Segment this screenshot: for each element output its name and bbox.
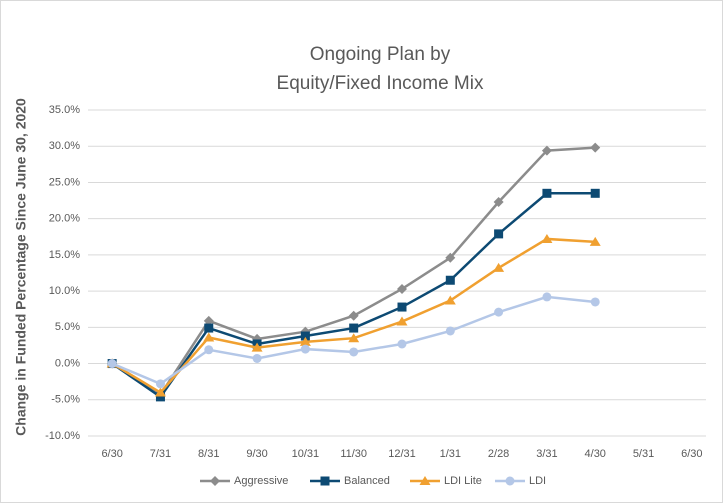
- x-tick-label: 10/31: [292, 448, 320, 460]
- data-point: [300, 344, 310, 354]
- legend-label: Aggressive: [234, 475, 288, 487]
- data-point: [493, 197, 504, 208]
- x-tick-label: 6/30: [101, 448, 122, 460]
- legend-marker: [505, 476, 515, 486]
- data-point: [348, 333, 360, 343]
- legend-label: Balanced: [344, 475, 390, 487]
- legend-marker: [210, 476, 220, 486]
- data-point: [204, 323, 214, 333]
- legend-marker: [320, 476, 330, 486]
- x-tick-label: 9/30: [246, 448, 267, 460]
- chart-title: Equity/Fixed Income Mix: [277, 73, 484, 94]
- data-point: [251, 342, 263, 352]
- chart-title: Ongoing Plan by: [310, 44, 451, 65]
- legend-label: LDI: [529, 475, 546, 487]
- y-tick-label: 20.0%: [49, 213, 80, 225]
- data-point: [542, 188, 552, 198]
- data-point: [252, 353, 262, 363]
- data-point: [203, 315, 214, 326]
- x-tick-label: 3/31: [536, 448, 557, 460]
- data-point: [155, 392, 165, 402]
- y-axis-label: Change in Funded Percentage Since June 3…: [13, 98, 29, 436]
- data-point: [155, 379, 165, 389]
- data-point: [445, 326, 455, 336]
- data-point: [494, 229, 504, 239]
- y-tick-label: 35.0%: [49, 104, 80, 116]
- x-tick-label: 8/31: [198, 448, 219, 460]
- x-tick-label: 6/30: [681, 448, 702, 460]
- y-tick-label: 15.0%: [49, 249, 80, 261]
- data-point: [107, 359, 117, 369]
- data-point: [589, 236, 601, 246]
- data-point: [542, 292, 552, 302]
- y-tick-label: 10.0%: [49, 285, 80, 297]
- y-tick-label: 30.0%: [49, 140, 80, 152]
- y-tick-label: -10.0%: [45, 430, 80, 442]
- data-point: [348, 310, 359, 321]
- data-point: [444, 295, 456, 305]
- data-point: [541, 145, 552, 156]
- data-point: [396, 316, 408, 326]
- data-point: [300, 331, 310, 341]
- data-point: [590, 297, 600, 307]
- x-tick-label: 12/31: [388, 448, 416, 460]
- data-point: [299, 336, 311, 346]
- data-point: [590, 188, 600, 198]
- data-point: [397, 283, 407, 294]
- x-tick-label: 1/31: [440, 448, 461, 460]
- x-tick-label: 11/30: [340, 448, 367, 460]
- data-point: [349, 347, 359, 357]
- x-tick-label: 2/28: [488, 448, 509, 460]
- data-point: [445, 252, 456, 263]
- y-tick-label: -5.0%: [51, 394, 80, 406]
- data-point: [494, 307, 504, 317]
- data-point: [397, 302, 407, 312]
- x-tick-label: 5/31: [633, 448, 654, 460]
- data-point: [154, 387, 166, 397]
- y-tick-label: 0.0%: [55, 357, 80, 369]
- x-tick-label: 4/30: [585, 448, 606, 460]
- y-tick-label: 5.0%: [55, 321, 80, 333]
- data-point: [204, 345, 214, 355]
- legend-label: LDI Lite: [444, 475, 482, 487]
- x-tick-label: 7/31: [150, 448, 171, 460]
- data-point: [203, 332, 215, 342]
- legend-marker: [419, 476, 431, 485]
- data-point: [445, 275, 455, 285]
- data-point: [541, 233, 553, 243]
- data-point: [397, 339, 407, 349]
- data-point: [590, 142, 601, 153]
- data-point: [493, 262, 505, 272]
- data-point: [349, 323, 359, 333]
- y-tick-label: 25.0%: [49, 176, 80, 188]
